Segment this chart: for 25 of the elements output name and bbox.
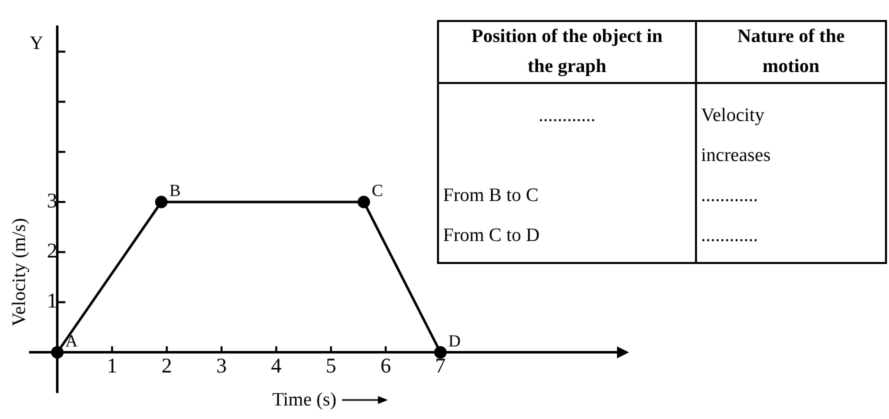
annotation: Position of the object in the graph bbox=[471, 26, 663, 77]
y-axis-title: Velocity (m/s) bbox=[8, 218, 30, 326]
y-tick-label: 2 bbox=[46, 238, 58, 263]
text: ............ bbox=[701, 225, 758, 246]
x-axis-title: Time (s) bbox=[272, 389, 336, 410]
x-tick-label: 6 bbox=[380, 353, 391, 378]
text: Velocity increases bbox=[701, 105, 771, 166]
annotation: D bbox=[448, 331, 461, 350]
x-tick-label: 4 bbox=[271, 353, 282, 378]
annotation: From C to D bbox=[443, 225, 540, 246]
x-tick-label: 2 bbox=[162, 353, 172, 378]
text: Nature of the motion bbox=[737, 26, 845, 77]
annotation: B bbox=[169, 180, 181, 200]
annotation: ............ bbox=[538, 105, 596, 126]
y-tick-label: 3 bbox=[46, 188, 58, 212]
annotation: A bbox=[65, 331, 78, 350]
annotation: From B to C bbox=[443, 185, 539, 206]
annotation: Y bbox=[30, 33, 44, 54]
annotation: C bbox=[372, 180, 384, 200]
x-tick-label: 1 bbox=[106, 353, 118, 378]
x-tick-label: 7 bbox=[435, 353, 446, 378]
text: ............ bbox=[701, 185, 758, 206]
y-tick-label: 1 bbox=[46, 288, 58, 313]
x-tick-label: 5 bbox=[326, 353, 336, 378]
x-tick-label: 3 bbox=[216, 353, 227, 378]
